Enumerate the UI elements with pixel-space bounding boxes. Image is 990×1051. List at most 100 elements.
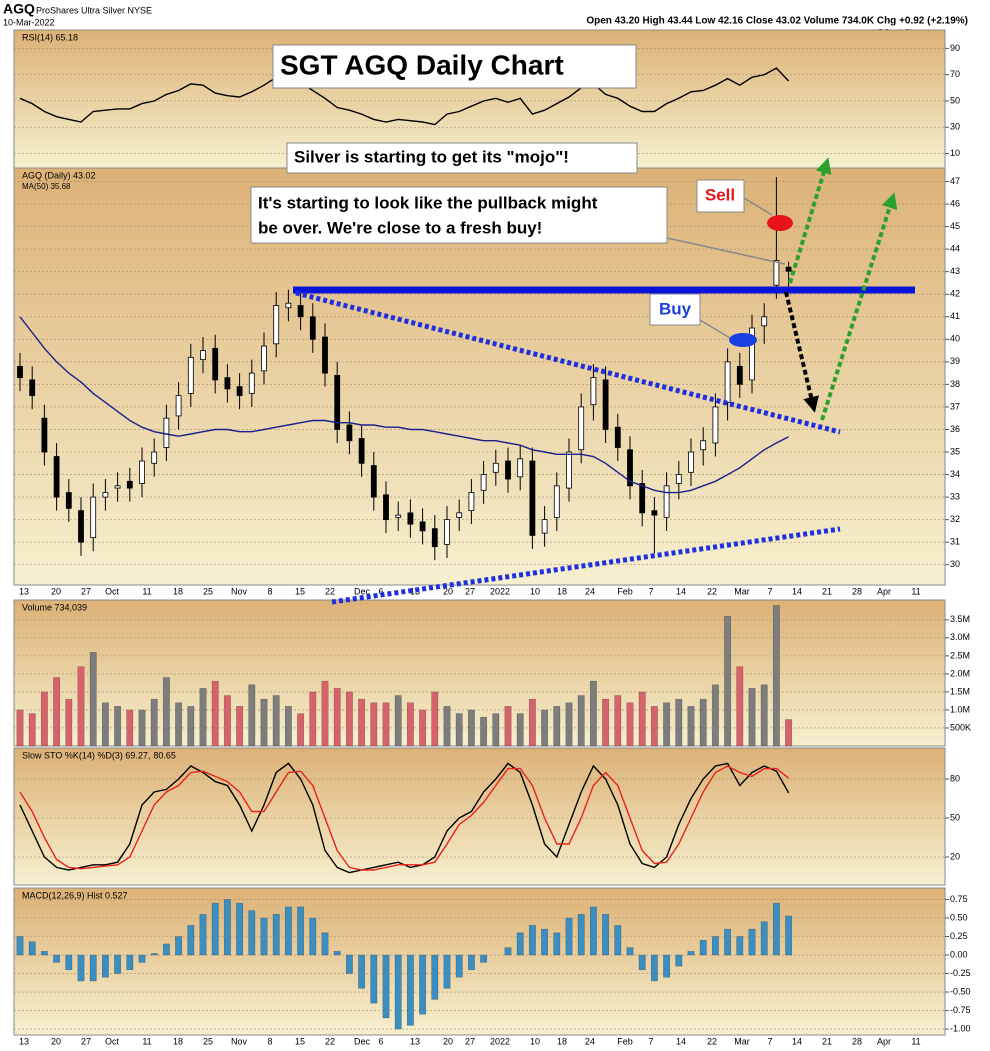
x-tick-label: Apr (877, 586, 891, 596)
y-tick-label: 46 (950, 198, 960, 208)
line-series (19, 765, 790, 871)
candle-body (41, 417, 48, 453)
candle-body (700, 440, 707, 451)
bar (345, 954, 353, 974)
bar (309, 917, 317, 956)
x-tick-label: 21 (822, 1036, 832, 1046)
x-tick-label: 11 (911, 1036, 920, 1046)
candle-body (688, 451, 694, 473)
bar (577, 695, 585, 747)
legend-entry: MA(50) 35.68 (22, 182, 71, 191)
panel-label: AGQ (Daily) 43.02 (22, 170, 96, 180)
y-tick-label: 39 (950, 356, 960, 366)
x-tick-label: 14 (676, 1036, 686, 1046)
sell-box (696, 179, 745, 213)
bar (541, 928, 549, 956)
x-tick-label: 24 (585, 1036, 595, 1046)
x-tick-label: 2022 (490, 586, 510, 596)
bar (443, 954, 451, 989)
bar (284, 706, 292, 747)
candle-body (358, 438, 365, 464)
quote: Open 43.20 High 43.44 Low 42.16 Close 43… (586, 16, 968, 27)
bar (431, 954, 439, 1000)
note-box (286, 142, 638, 174)
x-tick-label: Nov (231, 1036, 248, 1046)
bar (431, 691, 439, 747)
bar (516, 932, 524, 956)
bar (199, 688, 207, 747)
panel-label: RSI(14) 65.18 (22, 32, 78, 42)
panel (13, 747, 946, 886)
candle-body (602, 379, 609, 430)
symbol: AGQ (3, 1, 35, 17)
bar (504, 706, 512, 747)
x-tick-label: 11 (142, 1036, 151, 1046)
candle-body (614, 426, 621, 448)
panel-label: Volume 734,039 (22, 602, 87, 612)
bar (699, 698, 707, 747)
y-tick-label: 35 (950, 446, 960, 456)
candle-body (29, 379, 36, 397)
bar (53, 954, 61, 963)
candle-body (517, 458, 524, 478)
y-tick-label: 1.0M (950, 704, 970, 714)
x-tick-label: 7 (767, 1036, 772, 1046)
candle-body (309, 316, 316, 340)
bar (101, 702, 109, 747)
bar (687, 706, 695, 747)
candle-body (675, 474, 682, 484)
x-tick-label: 22 (707, 1036, 717, 1046)
bar (272, 914, 280, 956)
bar (333, 951, 341, 956)
bar (211, 680, 219, 747)
up-arrow (788, 157, 832, 284)
x-tick-label: 2022 (490, 1036, 510, 1046)
bar (553, 706, 561, 747)
bar (150, 953, 158, 956)
x-tick-label: Oct (105, 1036, 120, 1046)
bar (236, 902, 244, 956)
bar (687, 951, 695, 956)
y-tick-label: -1.00 (950, 1023, 971, 1033)
candle-body (53, 456, 60, 498)
candle-body (248, 372, 255, 394)
sell-marker (767, 215, 793, 231)
y-tick-label: 0.00 (950, 949, 968, 959)
note: Silver is starting to get its "mojo"! (294, 147, 569, 166)
x-tick-label: Feb (617, 586, 633, 596)
y-tick-label: 1.5M (950, 686, 970, 696)
panels: 10 30 50 70 90 RSI(14) 65.18 30 31 32 33 34 35 36 37 3… (13, 29, 971, 1046)
candle-body (529, 460, 536, 536)
candle-body (370, 465, 377, 498)
bar (589, 906, 597, 956)
candle-body (639, 483, 646, 514)
candle-body (407, 512, 414, 525)
bar (467, 709, 475, 747)
note: It's starting to look like the pullback … (258, 193, 598, 212)
bar (760, 921, 768, 956)
x-tick-label: 6 (378, 586, 383, 596)
bar (211, 902, 219, 956)
candle-body (468, 492, 475, 512)
y-tick-label: 2.0M (950, 668, 970, 678)
bar (382, 702, 390, 747)
bar (187, 925, 195, 956)
y-tick-label: 30 (950, 122, 960, 132)
candle-body (431, 528, 438, 548)
x-tick-label: 15 (295, 1036, 305, 1046)
bar (114, 954, 122, 974)
candle-body (212, 347, 219, 381)
bar (772, 902, 780, 956)
bar (785, 719, 793, 747)
bar (736, 666, 744, 747)
bar (614, 925, 622, 956)
bar (126, 954, 134, 971)
x-tick-label: 28 (852, 586, 862, 596)
candle-body (163, 417, 170, 448)
candle-body (480, 474, 487, 491)
x-tick-label: 27 (465, 586, 475, 596)
candle-body (627, 449, 633, 487)
candle-body (749, 327, 755, 381)
buy-label: Buy (659, 299, 692, 318)
bar (565, 702, 573, 747)
